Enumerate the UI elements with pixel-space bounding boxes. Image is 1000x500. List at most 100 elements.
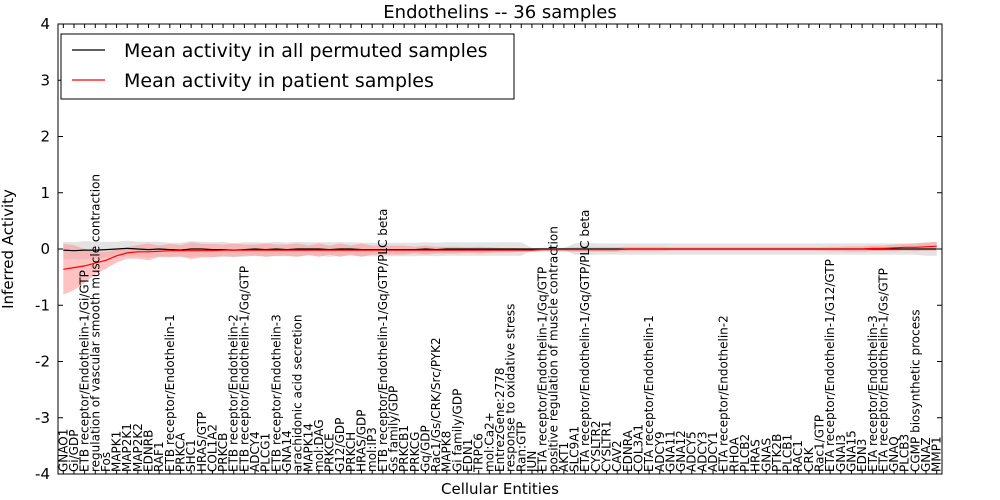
- x-tick-label: ETB receptor/Endothelin-1/Gi/GTP: [78, 270, 92, 472]
- x-tick-label: EDN3: [855, 439, 869, 472]
- x-tick-label: Fos: [99, 452, 113, 472]
- x-tick-label: Gs family/GDP: [387, 386, 401, 472]
- x-tick-label: GNAS: [759, 438, 773, 472]
- x-tick-label: mol:Ca2+: [482, 412, 496, 472]
- x-tick-label: ADCY3: [695, 431, 709, 472]
- x-tick-label: GNAO1: [56, 429, 70, 472]
- x-tick-label: CYSLTR2: [589, 421, 603, 472]
- x-tick-label: GNAI3: [834, 434, 848, 472]
- x-tick-label: PLCB1: [781, 434, 795, 472]
- chart-title: Endothelins -- 36 samples: [383, 2, 616, 23]
- x-tick-label: Gi/GDP: [67, 430, 81, 472]
- series-line-patient: [63, 245, 937, 270]
- y-tick-label: -3: [35, 409, 50, 427]
- x-tick-label: GNAZ: [919, 437, 933, 472]
- x-tick-label: MAPK14: [301, 423, 315, 472]
- axis-ticks: [58, 23, 942, 475]
- x-tick-label: MMP1: [930, 436, 944, 472]
- x-tick-label: HRAS/GTP: [195, 412, 209, 472]
- x-tick-label: regulation of vascular smooth muscle con…: [88, 174, 102, 472]
- plot-frame: [57, 23, 943, 475]
- x-tick-label: response to oxidative stress: [504, 304, 518, 472]
- x-tick-label: RAF1: [152, 441, 166, 472]
- x-tick-label: RHOA: [727, 436, 741, 472]
- x-tick-label: PRKCB1: [397, 425, 411, 472]
- x-tick-label: PRKCA: [174, 432, 188, 472]
- x-tick-label: ETA receptor/Endothelin-1/Gq/GTP: [536, 267, 550, 472]
- legend-label-permuted: Mean activity in all permuted samples: [124, 40, 487, 62]
- x-tick-label: PLCB2: [738, 434, 752, 472]
- legend-box: [60, 33, 515, 100]
- x-tick-label: AKT1: [557, 442, 571, 472]
- x-tick-label: EDN1: [461, 439, 475, 472]
- x-tick-label: G12/GDP: [333, 418, 347, 472]
- x-tick-label: mol:DAG: [312, 419, 326, 472]
- x-tick-label: PLCB3: [898, 434, 912, 472]
- x-tick-label: PTK2B: [770, 434, 784, 472]
- x-tick-label: mol:IP3: [365, 427, 379, 472]
- x-tick-label: PRKCB: [216, 433, 230, 472]
- legend-label-patient: Mean activity in patient samples: [124, 70, 434, 92]
- x-tick-label: ADCY9: [653, 431, 667, 472]
- x-tick-label: PRKCE: [323, 433, 337, 472]
- x-tick-label: MAP2K2: [131, 423, 145, 472]
- x-tick-label: MAP2K1: [120, 423, 134, 472]
- x-tick-label: ETA receptor/Endothelin-1/G12/GTP: [823, 259, 837, 472]
- x-tick-label: positive regulation of muscle contractio…: [546, 226, 560, 472]
- x-tick-label: HRAS: [749, 439, 763, 472]
- x-tick-label: EDNRB: [142, 430, 156, 472]
- x-tick-label: Gq/GDP: [418, 425, 432, 472]
- x-tick-label: MAPK8: [440, 431, 454, 472]
- x-tick-label: MAPK1: [110, 431, 124, 472]
- x-tick-label: GNA15: [845, 430, 859, 472]
- legend: Mean activity in all permuted samples Me…: [60, 33, 515, 100]
- x-tick-label: GNA14: [280, 430, 294, 472]
- band-patient: [63, 241, 937, 295]
- x-tick-label: EntrezGene:2778: [493, 368, 507, 473]
- y-tick-label: 0: [40, 240, 50, 258]
- x-tick-label: ETA receptor/Endothelin-1/Gq/GTP/PLC bet…: [578, 210, 592, 472]
- x-tick-label: Rac1/GTP: [813, 415, 827, 472]
- x-tick-label: ADCY1: [706, 431, 720, 472]
- x-tick-label: PRKCH: [344, 432, 358, 472]
- y-tick-label: 1: [40, 184, 50, 202]
- x-tick-label: GNAQ: [887, 436, 901, 472]
- x-tick-label: ADCY4: [248, 431, 262, 472]
- x-tick-label: arachidonic acid secretion: [291, 315, 305, 472]
- x-tick-label: ETB receptor/Endothelin-1/Gq/GTP/PLC bet…: [376, 209, 390, 472]
- x-tick-label: CAV2: [610, 440, 624, 472]
- x-tick-label: Ran:GTP: [514, 421, 528, 472]
- y-tick-label: -4: [35, 465, 50, 483]
- x-tick-label: HRAS/GDP: [355, 409, 369, 472]
- x-tick-label: JUN: [525, 451, 539, 473]
- x-tick-label: RAC1: [791, 440, 805, 472]
- x-tick-label: ETB receptor/Endothelin-1: [163, 314, 177, 472]
- x-tick-label: ETA receptor/Endothelin-2: [717, 315, 731, 472]
- y-tick-label: -2: [35, 353, 50, 371]
- x-tick-label: CYSLTR1: [600, 421, 614, 472]
- x-tick-label: PLCG1: [259, 433, 273, 472]
- x-tick-label: SHC1: [184, 439, 198, 472]
- x-tick-label: ETB receptor/Endothelin-2: [227, 314, 241, 472]
- x-tick-label: SLC9A1: [568, 426, 582, 472]
- y-tick-label: 4: [40, 15, 50, 33]
- x-tick-label: COL3A1: [632, 424, 646, 472]
- y-tick-label: -1: [35, 296, 50, 314]
- x-tick-label: CGMP biosynthetic process: [908, 309, 922, 472]
- x-tick-label: ETA receptor/Endothelin-1: [642, 315, 656, 472]
- x-tick-label: ETA receptor/Endothelin-3: [866, 315, 880, 472]
- x-tick-label: ADCY5: [685, 431, 699, 472]
- x-tick-label: COL1A2: [205, 424, 219, 472]
- x-tick-label: ETA receptor/Endothelin-1/Gs/GTP: [876, 268, 890, 472]
- x-tick-label: EDNRA: [621, 429, 635, 472]
- x-tick-label: GNA11: [663, 430, 677, 472]
- x-tick-label: GNA12: [674, 430, 688, 472]
- x-tick-label: Rac1/Gs/CRK/Src/PYK2: [429, 337, 443, 472]
- y-tick-label: 3: [40, 71, 50, 89]
- x-tick-label: CRK: [802, 446, 816, 472]
- series-lines: [63, 245, 937, 270]
- y-tick-label: 2: [40, 128, 50, 146]
- y-tick-labels: -4 -3 -2 -1 0 1 2 3 4: [35, 15, 50, 483]
